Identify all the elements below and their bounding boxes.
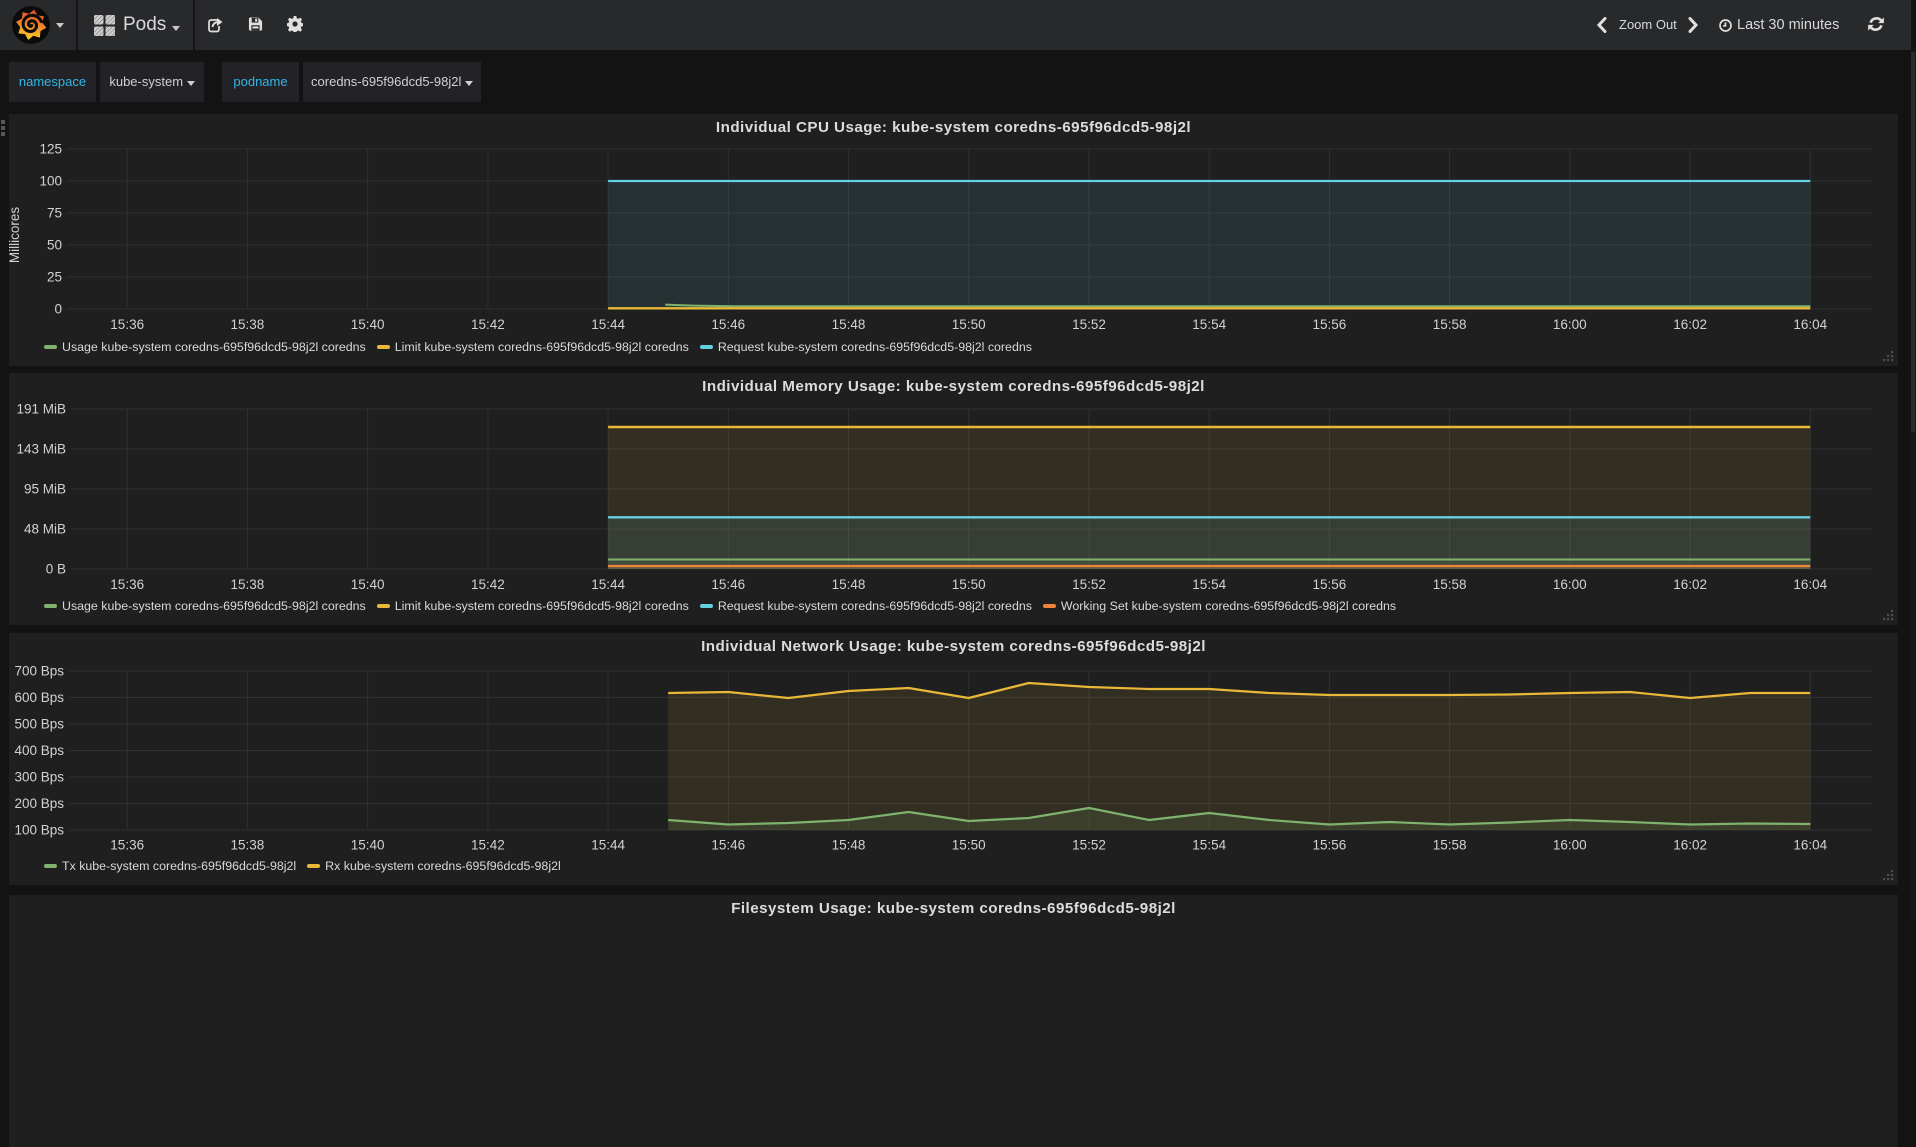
svg-text:15:48: 15:48 bbox=[832, 838, 866, 853]
svg-text:0: 0 bbox=[54, 302, 62, 317]
svg-text:125: 125 bbox=[39, 142, 62, 157]
svg-text:15:58: 15:58 bbox=[1433, 317, 1467, 332]
svg-text:16:02: 16:02 bbox=[1673, 838, 1707, 853]
svg-text:15:36: 15:36 bbox=[110, 577, 144, 592]
svg-text:15:48: 15:48 bbox=[832, 577, 866, 592]
svg-text:15:52: 15:52 bbox=[1072, 317, 1106, 332]
svg-text:15:44: 15:44 bbox=[591, 577, 625, 592]
svg-text:500 Bps: 500 Bps bbox=[14, 717, 64, 732]
svg-text:200 Bps: 200 Bps bbox=[14, 796, 64, 811]
svg-text:15:54: 15:54 bbox=[1192, 577, 1226, 592]
svg-text:400 Bps: 400 Bps bbox=[14, 743, 64, 758]
svg-text:95 MiB: 95 MiB bbox=[24, 482, 66, 497]
svg-text:15:50: 15:50 bbox=[952, 577, 986, 592]
svg-text:15:44: 15:44 bbox=[591, 317, 625, 332]
svg-text:15:54: 15:54 bbox=[1192, 838, 1226, 853]
svg-text:15:40: 15:40 bbox=[351, 317, 385, 332]
svg-text:15:58: 15:58 bbox=[1433, 838, 1467, 853]
svg-text:25: 25 bbox=[47, 270, 62, 285]
svg-text:15:56: 15:56 bbox=[1313, 838, 1347, 853]
svg-text:15:48: 15:48 bbox=[832, 317, 866, 332]
svg-text:16:04: 16:04 bbox=[1793, 317, 1827, 332]
svg-text:48 MiB: 48 MiB bbox=[24, 522, 66, 537]
svg-text:16:02: 16:02 bbox=[1673, 317, 1707, 332]
svg-text:15:46: 15:46 bbox=[711, 317, 745, 332]
svg-text:15:52: 15:52 bbox=[1072, 577, 1106, 592]
svg-text:100: 100 bbox=[39, 174, 62, 189]
svg-text:15:36: 15:36 bbox=[110, 838, 144, 853]
svg-text:15:50: 15:50 bbox=[952, 317, 986, 332]
svg-text:16:00: 16:00 bbox=[1553, 317, 1587, 332]
svg-text:15:54: 15:54 bbox=[1192, 317, 1226, 332]
svg-text:100 Bps: 100 Bps bbox=[14, 823, 64, 838]
svg-text:15:40: 15:40 bbox=[351, 838, 385, 853]
svg-text:15:52: 15:52 bbox=[1072, 838, 1106, 853]
svg-text:16:04: 16:04 bbox=[1793, 577, 1827, 592]
svg-text:15:42: 15:42 bbox=[471, 317, 505, 332]
svg-text:50: 50 bbox=[47, 238, 62, 253]
svg-text:15:36: 15:36 bbox=[110, 317, 144, 332]
svg-text:Millicores: Millicores bbox=[9, 207, 22, 264]
svg-text:16:04: 16:04 bbox=[1793, 838, 1827, 853]
svg-text:16:00: 16:00 bbox=[1553, 577, 1587, 592]
svg-text:15:38: 15:38 bbox=[231, 317, 265, 332]
svg-text:15:40: 15:40 bbox=[351, 577, 385, 592]
svg-text:15:56: 15:56 bbox=[1313, 317, 1347, 332]
svg-text:0 B: 0 B bbox=[46, 562, 66, 577]
svg-text:15:38: 15:38 bbox=[231, 838, 265, 853]
svg-text:16:00: 16:00 bbox=[1553, 838, 1587, 853]
svg-text:700 Bps: 700 Bps bbox=[14, 664, 64, 679]
svg-text:15:56: 15:56 bbox=[1313, 577, 1347, 592]
svg-text:16:02: 16:02 bbox=[1673, 577, 1707, 592]
svg-text:191 MiB: 191 MiB bbox=[16, 402, 66, 417]
svg-text:75: 75 bbox=[47, 206, 62, 221]
svg-text:15:42: 15:42 bbox=[471, 577, 505, 592]
svg-text:300 Bps: 300 Bps bbox=[14, 770, 64, 785]
svg-text:143 MiB: 143 MiB bbox=[16, 442, 66, 457]
svg-text:15:44: 15:44 bbox=[591, 838, 625, 853]
svg-text:15:46: 15:46 bbox=[711, 577, 745, 592]
svg-text:15:42: 15:42 bbox=[471, 838, 505, 853]
svg-text:15:46: 15:46 bbox=[711, 838, 745, 853]
svg-text:15:58: 15:58 bbox=[1433, 577, 1467, 592]
svg-text:15:38: 15:38 bbox=[231, 577, 265, 592]
svg-text:15:50: 15:50 bbox=[952, 838, 986, 853]
svg-text:600 Bps: 600 Bps bbox=[14, 690, 64, 705]
